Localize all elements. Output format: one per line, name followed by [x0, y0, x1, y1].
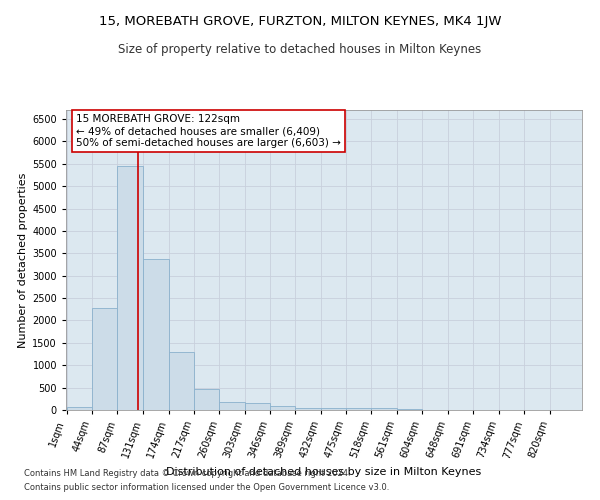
Text: 15 MOREBATH GROVE: 122sqm
← 49% of detached houses are smaller (6,409)
50% of se: 15 MOREBATH GROVE: 122sqm ← 49% of detac…	[76, 114, 341, 148]
Bar	[220, 402, 245, 410]
Bar	[321, 408, 346, 410]
Bar	[118, 166, 143, 410]
Bar	[67, 408, 92, 410]
Text: 15, MOREBATH GROVE, FURZTON, MILTON KEYNES, MK4 1JW: 15, MOREBATH GROVE, FURZTON, MILTON KEYN…	[99, 15, 501, 28]
Bar	[346, 408, 371, 410]
Bar	[371, 408, 397, 410]
Y-axis label: Number of detached properties: Number of detached properties	[18, 172, 28, 348]
Bar	[194, 388, 220, 410]
Bar	[295, 408, 321, 410]
Text: Contains public sector information licensed under the Open Government Licence v3: Contains public sector information licen…	[24, 484, 389, 492]
Text: Size of property relative to detached houses in Milton Keynes: Size of property relative to detached ho…	[118, 42, 482, 56]
X-axis label: Distribution of detached houses by size in Milton Keynes: Distribution of detached houses by size …	[166, 466, 482, 476]
Text: Contains HM Land Registry data © Crown copyright and database right 2024.: Contains HM Land Registry data © Crown c…	[24, 468, 350, 477]
Bar	[270, 406, 295, 410]
Bar	[143, 258, 169, 410]
Bar	[245, 404, 270, 410]
Bar	[169, 352, 194, 410]
Bar	[92, 308, 118, 410]
